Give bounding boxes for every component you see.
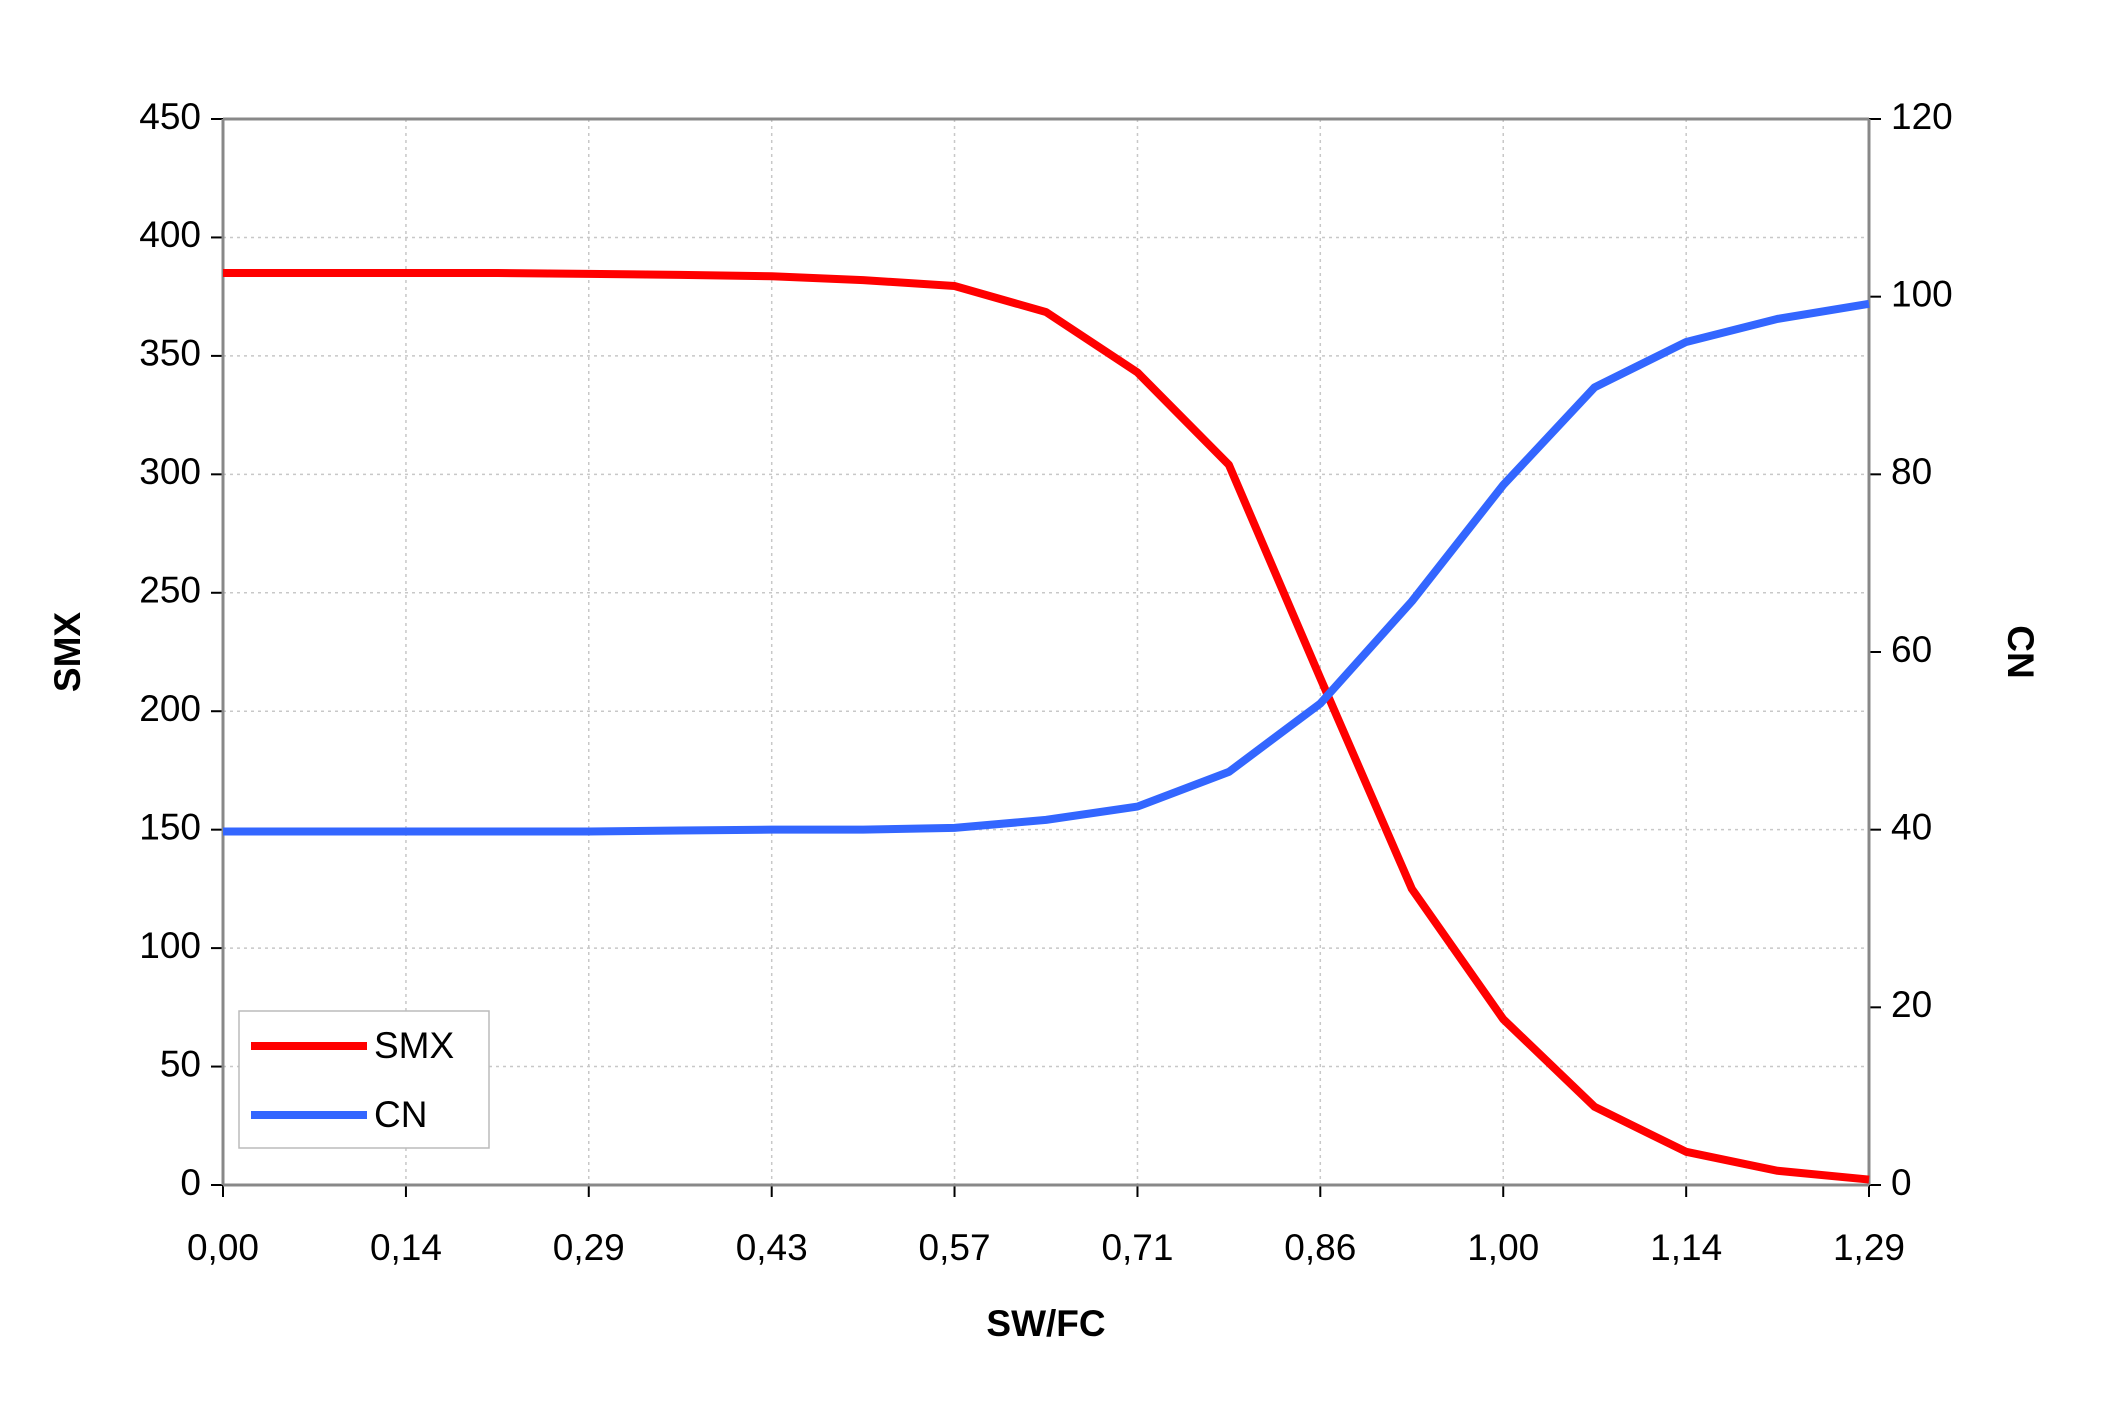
legend-box — [238, 1010, 490, 1149]
y-axis-title: SMX — [47, 612, 88, 693]
legend-label: SMX — [374, 1025, 454, 1066]
y-tick-label: 400 — [139, 214, 201, 255]
y-tick-label: 250 — [139, 570, 201, 611]
y-tick-label: 200 — [139, 688, 201, 729]
series-line — [223, 299, 1870, 836]
y2-tick-label: 20 — [1891, 984, 1932, 1025]
y-tick-label: 100 — [139, 925, 201, 966]
y-tick-label: 50 — [160, 1043, 201, 1084]
x-tick-label: 0,29 — [553, 1227, 625, 1268]
x-tick-label: 0,00 — [187, 1227, 259, 1268]
y-tick-label: 450 — [139, 96, 201, 137]
series-line — [223, 268, 1870, 1184]
y2-tick-label: 40 — [1891, 806, 1932, 847]
x-tick-label: 1,29 — [1833, 1227, 1905, 1268]
y2-tick-label: 120 — [1891, 96, 1953, 137]
x-tick-label: 0,14 — [370, 1227, 442, 1268]
y2-tick-label: 80 — [1891, 451, 1932, 492]
y2-tick-label: 100 — [1891, 273, 1953, 314]
y-tick-label: 0 — [180, 1162, 201, 1203]
x-axis-title: SW/FC — [986, 1303, 1105, 1344]
x-tick-label: 0,57 — [919, 1227, 991, 1268]
x-tick-label: 0,43 — [736, 1227, 808, 1268]
y-tick-label: 150 — [139, 806, 201, 847]
y-tick-label: 300 — [139, 451, 201, 492]
x-tick-label: 0,86 — [1284, 1227, 1356, 1268]
legend-label: CN — [374, 1094, 427, 1135]
x-tick-label: 1,00 — [1467, 1227, 1539, 1268]
y2-tick-label: 0 — [1891, 1162, 1912, 1203]
y2-axis-title: CN — [2000, 625, 2041, 678]
x-tick-label: 1,14 — [1650, 1227, 1722, 1268]
y-tick-label: 350 — [139, 333, 201, 374]
y2-tick-label: 60 — [1891, 629, 1932, 670]
x-tick-label: 0,71 — [1101, 1227, 1173, 1268]
